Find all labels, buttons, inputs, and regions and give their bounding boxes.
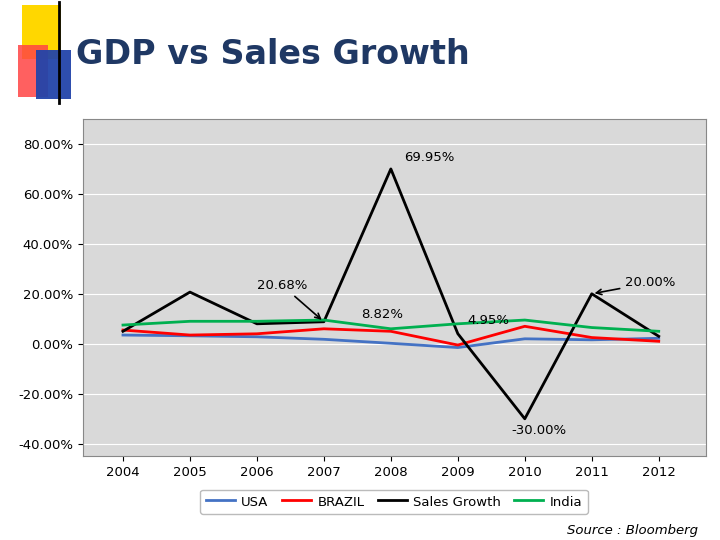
Sales Growth bbox=[588, 291, 596, 297]
Line: USA: USA bbox=[123, 335, 659, 348]
Sales Growth bbox=[454, 330, 462, 337]
Text: Source : Bloomberg: Source : Bloomberg bbox=[567, 524, 698, 537]
India bbox=[521, 317, 529, 323]
Sales Growth bbox=[387, 166, 395, 172]
Text: 69.95%: 69.95% bbox=[404, 151, 454, 164]
Bar bbox=[18, 45, 48, 97]
India bbox=[387, 326, 395, 332]
Text: GDP vs Sales Growth: GDP vs Sales Growth bbox=[76, 37, 469, 71]
Line: India: India bbox=[123, 320, 659, 332]
USA bbox=[588, 336, 596, 343]
USA bbox=[186, 333, 194, 339]
India bbox=[320, 317, 328, 323]
Bar bbox=[36, 50, 71, 99]
BRAZIL bbox=[253, 330, 261, 337]
USA bbox=[521, 335, 529, 342]
USA bbox=[654, 335, 663, 341]
BRAZIL bbox=[320, 326, 328, 332]
Sales Growth bbox=[654, 333, 663, 340]
BRAZIL bbox=[588, 334, 596, 341]
BRAZIL bbox=[454, 342, 462, 348]
Sales Growth bbox=[521, 416, 529, 422]
USA bbox=[119, 332, 127, 338]
Bar bbox=[22, 5, 61, 59]
India bbox=[119, 322, 127, 328]
Line: Sales Growth: Sales Growth bbox=[123, 169, 659, 419]
India bbox=[454, 321, 462, 327]
Line: BRAZIL: BRAZIL bbox=[123, 326, 659, 345]
USA bbox=[253, 334, 261, 340]
Sales Growth bbox=[253, 321, 261, 327]
India bbox=[253, 318, 261, 325]
BRAZIL bbox=[119, 327, 127, 333]
Sales Growth bbox=[119, 328, 127, 335]
India bbox=[186, 318, 194, 325]
BRAZIL bbox=[387, 328, 395, 335]
BRAZIL bbox=[521, 323, 529, 329]
USA bbox=[387, 340, 395, 347]
Legend: USA, BRAZIL, Sales Growth, India: USA, BRAZIL, Sales Growth, India bbox=[200, 490, 588, 514]
Sales Growth bbox=[320, 319, 328, 325]
India bbox=[588, 325, 596, 331]
Text: 4.95%: 4.95% bbox=[468, 314, 510, 327]
USA bbox=[320, 336, 328, 342]
Text: 20.00%: 20.00% bbox=[596, 276, 675, 294]
Text: 20.68%: 20.68% bbox=[257, 279, 320, 319]
Text: -30.00%: -30.00% bbox=[511, 424, 567, 437]
BRAZIL bbox=[654, 338, 663, 345]
India bbox=[654, 328, 663, 335]
Sales Growth bbox=[186, 289, 194, 295]
BRAZIL bbox=[186, 332, 194, 338]
USA bbox=[454, 345, 462, 351]
Text: 8.82%: 8.82% bbox=[361, 308, 402, 321]
